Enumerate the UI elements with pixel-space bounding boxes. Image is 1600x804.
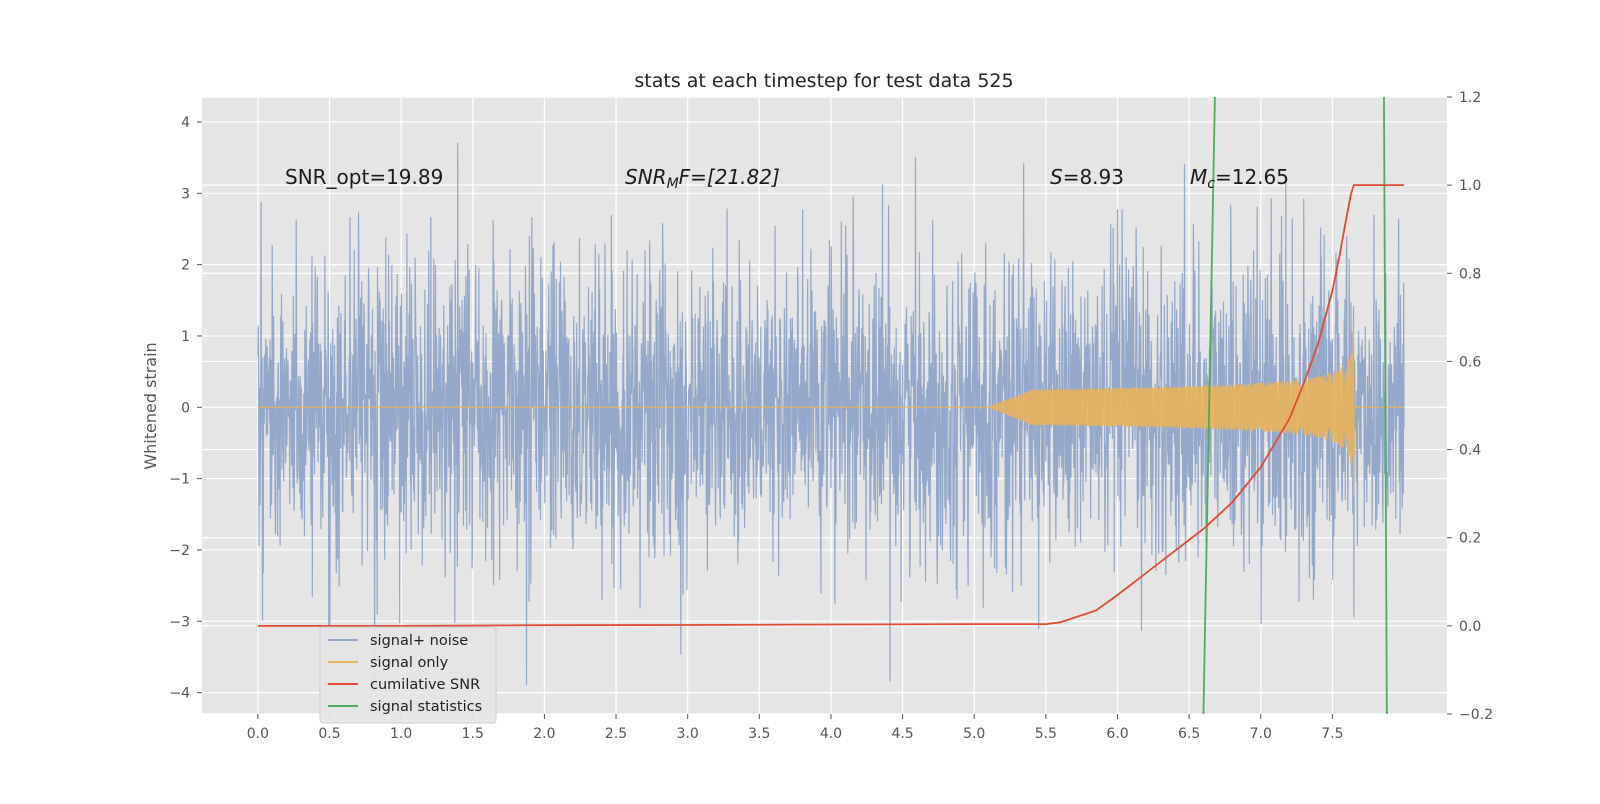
y2-tick-label: 1.0 (1459, 178, 1481, 194)
x-tick-label: 4.0 (820, 726, 842, 742)
annotation-mc-sub: c (1207, 176, 1215, 192)
series-signal-only-line (257, 325, 1405, 496)
series-signal-noise-line (257, 142, 1405, 693)
legend-label-signal-only: signal only (370, 655, 449, 671)
x-tick-label: 0.5 (318, 726, 340, 742)
annotation-mc: Mc=12.65 (1190, 165, 1289, 192)
annotation-mc-value: =12.65 (1215, 165, 1289, 189)
x-tick-label: 4.5 (891, 726, 913, 742)
x-tick-label: 5.5 (1035, 726, 1057, 742)
x-tick-label: 3.5 (748, 726, 770, 742)
y-tick-label: 1 (181, 329, 190, 345)
y2-tick-label: −0.2 (1459, 707, 1493, 723)
y2-tick-label: 0.0 (1459, 619, 1481, 635)
x-axis-ticks: 0.0 0.5 1.0 1.5 2.0 2.5 3.0 3.5 4.0 4.5 5.0 5.5 6.0 6… (247, 714, 1344, 742)
legend-label-cumilative-snr: cumilative SNR (370, 677, 480, 693)
x-tick-label: 2.0 (533, 726, 555, 742)
y2-tick-label: 1.2 (1459, 90, 1481, 106)
series-cumilative-snr-line (257, 184, 1405, 627)
chart-title: stats at each timestep for test data 525 (634, 70, 1013, 92)
annotation-snr-mf: SNRMF=[21.82] (625, 165, 780, 192)
y2-tick-label: 0.8 (1459, 266, 1481, 282)
y-tick-label: 2 (181, 258, 190, 274)
x-tick-label: 6.0 (1106, 726, 1128, 742)
y-axis-label: Whitened strain (141, 342, 160, 469)
signal-statistics-line-2 (1383, 97, 1388, 714)
x-tick-label: 1.5 (462, 726, 484, 742)
legend-label-signal-noise: signal+ noise (370, 633, 468, 649)
series-signal-statistics (1202, 97, 1388, 714)
y-axis-ticks: −4 −3 −2 −1 0 1 2 3 4 (169, 115, 202, 702)
annotation-s: S=8.93 (1050, 165, 1124, 189)
annotation-snr-mf-sub: M (667, 176, 679, 192)
x-tick-label: 1.0 (390, 726, 412, 742)
x-tick-label: 6.5 (1178, 726, 1200, 742)
x-tick-label: 3.0 (677, 726, 699, 742)
y2-tick-label: 0.4 (1459, 443, 1481, 459)
legend-box (319, 626, 497, 724)
annotation-snr-opt: SNR_opt=19.89 (285, 165, 443, 189)
annotation-snr-mf-rest-f: F=[21.82] (679, 165, 780, 189)
y-tick-label: 3 (181, 186, 190, 202)
y-tick-label: −4 (169, 686, 190, 702)
y2-axis-ticks: −0.2 0.0 0.2 0.4 0.6 0.8 1.0 1.2 (1447, 90, 1493, 723)
y-tick-label: −1 (169, 472, 190, 488)
x-tick-label: 5.0 (963, 726, 985, 742)
y-tick-label: −2 (169, 543, 190, 559)
x-tick-label: 7.0 (1250, 726, 1272, 742)
legend-label-signal-statistics: signal statistics (370, 699, 482, 715)
y-tick-label: −3 (169, 614, 190, 630)
y2-tick-label: 0.2 (1459, 531, 1481, 547)
signal-statistics-line-1 (1202, 97, 1216, 714)
y2-tick-label: 0.6 (1459, 354, 1481, 370)
y-tick-label: 4 (181, 115, 190, 131)
annotation-snr-mf-main: SNR (625, 165, 667, 189)
x-tick-label: 0.0 (247, 726, 269, 742)
y-tick-label: 0 (181, 400, 190, 416)
legend: signal+ noise signal only cumilative SNR… (319, 626, 497, 724)
annotation-s-symbol: S (1050, 165, 1063, 189)
annotation-mc-main: M (1190, 165, 1207, 189)
x-tick-label: 2.5 (605, 726, 627, 742)
annotation-s-value: =8.93 (1063, 165, 1124, 189)
x-tick-label: 7.5 (1321, 726, 1343, 742)
